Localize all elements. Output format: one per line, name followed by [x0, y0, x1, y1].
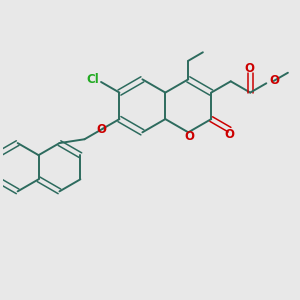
Text: O: O	[96, 123, 106, 136]
Text: O: O	[245, 62, 255, 75]
Text: Cl: Cl	[87, 73, 100, 86]
Text: O: O	[225, 128, 235, 142]
Text: O: O	[184, 130, 194, 143]
Text: O: O	[270, 74, 280, 88]
